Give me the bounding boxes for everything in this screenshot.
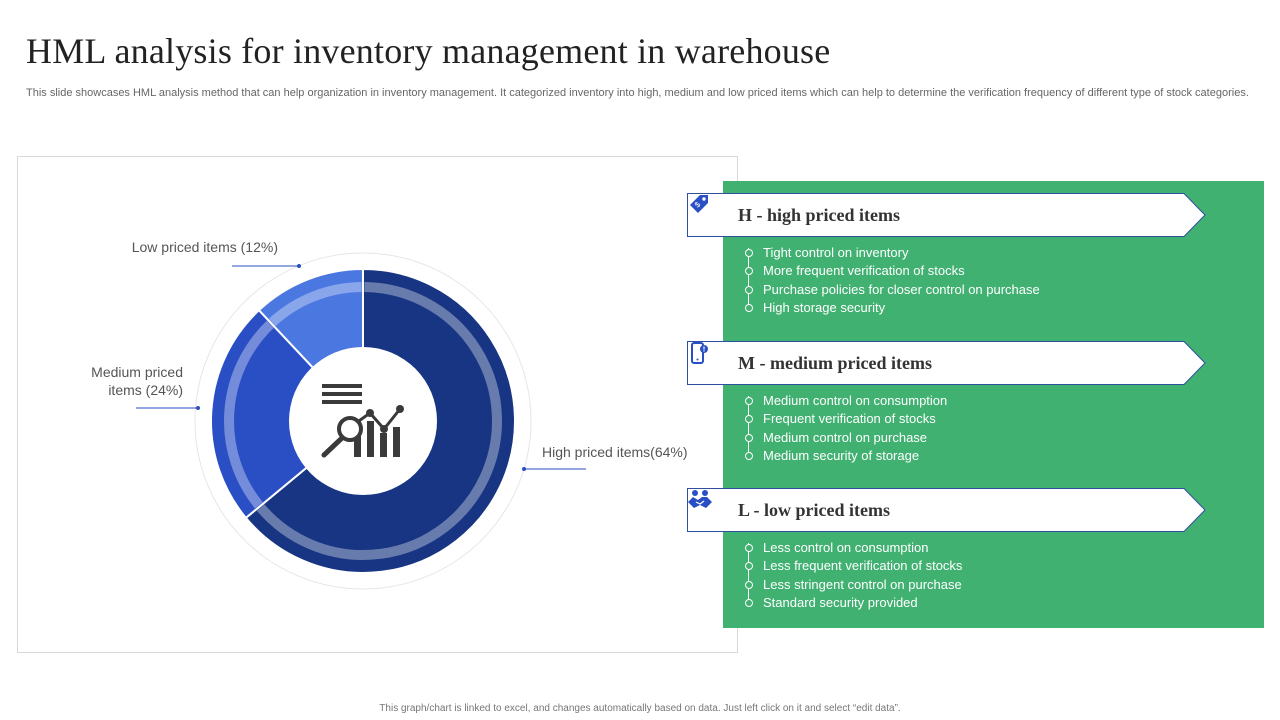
category-title: H - high priced items (738, 205, 900, 225)
donut-chart[interactable]: High priced items(64%) Medium priced items… (18, 157, 739, 654)
category-panel (723, 181, 1264, 628)
category-banner-low: L - low priced items (687, 488, 1206, 532)
slice-highlight-band (224, 320, 274, 509)
callout-low-priced-items: Low priced items (12%) (132, 239, 301, 268)
category-bullet-item: Less frequent verification of stocks (744, 551, 962, 575)
slice-data-label: High priced items(64%) (542, 444, 688, 460)
slice-medium-priced-items[interactable] (210, 308, 365, 520)
category-banner-high: $ H - high priced items (687, 193, 1206, 237)
page-subtitle: This slide showcases HML analysis method… (26, 87, 1249, 99)
category-bullet-item: Less stringent control on purchase (744, 569, 962, 594)
chart-center-hole (289, 347, 437, 495)
category-title: M - medium priced items (738, 353, 932, 373)
callout-anchor-dot (196, 406, 200, 410)
category-bullet-item: More frequent verification of stocks (744, 256, 1040, 280)
category-bullet-item: High storage security (744, 292, 1040, 317)
category-bullet-item: Standard security provided (744, 587, 962, 612)
category-bullet-item: Purchase policies for closer control on … (744, 274, 1040, 299)
slice-data-label: items (24%) (108, 382, 183, 398)
category-bullet-item: Medium control on consumption (744, 392, 947, 410)
chart-outer-ring (194, 252, 532, 590)
callout-high-priced-items: High priced items(64%) (522, 444, 688, 471)
category-bullet-list: Tight control on inventory More frequent … (744, 244, 1040, 317)
callout-medium-priced-items: Medium priced items (24%) (91, 364, 200, 410)
callout-anchor-dot (522, 467, 526, 471)
slice-highlight-band (256, 282, 502, 560)
analytics-magnifier-icon (321, 384, 404, 458)
category-bullet-list: Medium control on consumption Frequent ve… (744, 392, 947, 465)
category-banner-medium: M - medium priced items (687, 341, 1206, 385)
price-tag-icon: $ (687, 193, 731, 237)
category-bullet-item: Medium control on purchase (744, 422, 947, 447)
page-title: HML analysis for inventory management in… (26, 31, 831, 71)
footer-note: This graph/chart is linked to excel, and… (379, 703, 901, 714)
category-bullet-item: Tight control on inventory (744, 244, 1040, 262)
slice-highlight-band (268, 282, 362, 327)
category-bullet-list: Less control on consumption Less frequent… (744, 539, 962, 612)
handshake-icon (687, 488, 731, 532)
callout-anchor-dot (297, 264, 301, 268)
mobile-alert-icon (687, 341, 731, 385)
category-title: L - low priced items (738, 500, 890, 520)
category-bullet-item: Frequent verification of stocks (744, 404, 947, 428)
slice-data-label: Low priced items (12%) (132, 239, 278, 255)
svg-text:$: $ (693, 200, 703, 210)
category-bullet-item: Medium security of storage (744, 440, 947, 465)
slice-data-label: Medium priced (91, 364, 183, 380)
category-bullet-item: Less control on consumption (744, 539, 962, 557)
chart-container[interactable]: High priced items(64%) Medium priced items… (17, 156, 738, 653)
